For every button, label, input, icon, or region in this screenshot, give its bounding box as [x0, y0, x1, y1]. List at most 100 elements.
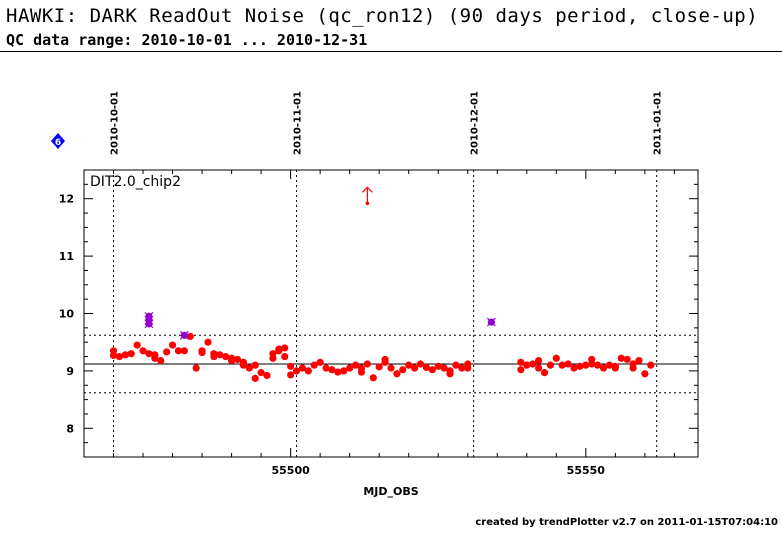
data-point [216, 351, 224, 359]
data-point [564, 360, 572, 368]
data-point [440, 364, 448, 372]
data-point [540, 369, 549, 377]
diamond-marker-icon [51, 133, 65, 149]
data-point [204, 338, 212, 346]
data-point [210, 352, 218, 361]
data-point [346, 364, 354, 372]
data-point [434, 362, 442, 370]
data-point [582, 361, 590, 369]
data-point [452, 361, 460, 369]
data-point [647, 361, 655, 369]
data-point [109, 351, 118, 360]
x-tick-label: 55500 [271, 464, 310, 477]
data-point [399, 366, 407, 374]
data-point [168, 341, 177, 349]
data-point [251, 361, 259, 369]
data-point [139, 347, 147, 355]
data-point [363, 360, 371, 368]
data-point [393, 370, 401, 378]
period-marker: 6 [51, 133, 65, 149]
data-point [375, 363, 383, 371]
data-point [251, 374, 259, 382]
flagged-point-cross [144, 319, 154, 329]
data-point [269, 354, 277, 362]
y-tick-label: 10 [59, 308, 75, 321]
points-layer [109, 186, 655, 382]
y-tick-label: 12 [59, 193, 74, 206]
data-point [328, 366, 336, 374]
chart-subtitle: QC data range: 2010-10-01 ... 2010-12-31 [6, 31, 368, 49]
data-point [534, 364, 543, 372]
data-point [617, 354, 625, 362]
x-axis-label: MJD_OBS [363, 485, 418, 498]
data-point [174, 347, 183, 355]
data-point [576, 362, 584, 370]
data-point [369, 374, 377, 382]
data-point [239, 361, 248, 369]
data-point [381, 355, 389, 364]
data-point [275, 345, 283, 353]
x-tick-label: 55550 [567, 464, 606, 477]
data-point [629, 364, 637, 372]
date-marker-label: 2010-11-01 [293, 91, 304, 155]
data-point [594, 361, 602, 369]
plot-frame [83, 169, 699, 458]
data-point [340, 367, 348, 375]
data-point [588, 355, 596, 364]
data-point [534, 356, 543, 365]
date-marker-label: 2010-12-01 [470, 91, 481, 155]
data-point [558, 361, 566, 369]
data-point [523, 361, 531, 369]
data-point [416, 360, 425, 368]
data-point [517, 358, 525, 366]
data-point [292, 367, 301, 375]
data-point [133, 341, 141, 349]
data-point [387, 364, 395, 372]
data-point [186, 332, 194, 341]
data-point [464, 364, 472, 372]
data-point [127, 350, 135, 358]
data-point [570, 364, 578, 372]
data-point [227, 354, 236, 362]
data-point [405, 361, 413, 369]
data-point [605, 361, 614, 369]
data-point [611, 362, 619, 370]
data-point [446, 370, 454, 378]
chart-title: HAWKI: DARK ReadOut Noise (qc_ron12) (90… [6, 5, 759, 27]
data-point [180, 347, 188, 355]
data-point [121, 351, 129, 359]
data-point [635, 356, 643, 365]
data-point [322, 364, 330, 372]
y-tick-label: 9 [66, 365, 74, 378]
data-point [357, 368, 366, 376]
data-point [151, 351, 159, 359]
data-point [458, 364, 466, 372]
outlier-arrow-icon [361, 186, 373, 204]
data-point [192, 364, 200, 372]
data-point [351, 361, 360, 369]
panel-label: DIT2.0_chip2 [90, 174, 181, 190]
y-tick-label: 11 [59, 250, 74, 263]
data-point [281, 344, 289, 352]
y-tick-label: 8 [66, 422, 74, 435]
data-point [304, 367, 312, 375]
data-point [287, 362, 295, 370]
data-point [287, 371, 295, 379]
marker-label: 6 [55, 138, 61, 148]
data-point [310, 361, 318, 369]
data-point [157, 356, 165, 365]
flagged-point-cross [179, 330, 189, 340]
data-point [245, 364, 253, 372]
data-point [411, 364, 419, 372]
data-point [316, 358, 324, 366]
date-marker-label: 2011-01-01 [653, 91, 664, 155]
data-point [623, 355, 631, 364]
data-point [145, 350, 153, 358]
data-point [546, 361, 555, 369]
date-marker-label: 2010-10-01 [110, 91, 121, 155]
data-point [552, 354, 560, 362]
data-point [263, 371, 271, 380]
data-point [298, 364, 307, 372]
data-point [334, 368, 342, 376]
